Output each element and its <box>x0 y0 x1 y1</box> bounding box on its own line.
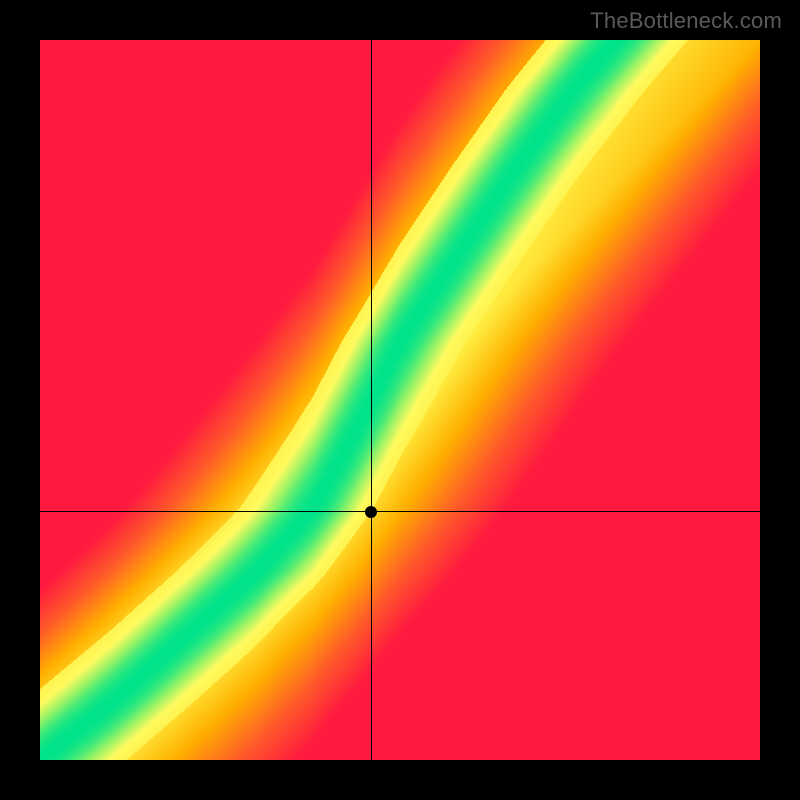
crosshair-vertical <box>371 40 372 760</box>
crosshair-marker <box>365 506 377 518</box>
watermark-text: TheBottleneck.com <box>590 8 782 34</box>
heatmap-plot <box>40 40 760 760</box>
crosshair-horizontal <box>40 511 760 512</box>
heatmap-canvas <box>40 40 760 760</box>
